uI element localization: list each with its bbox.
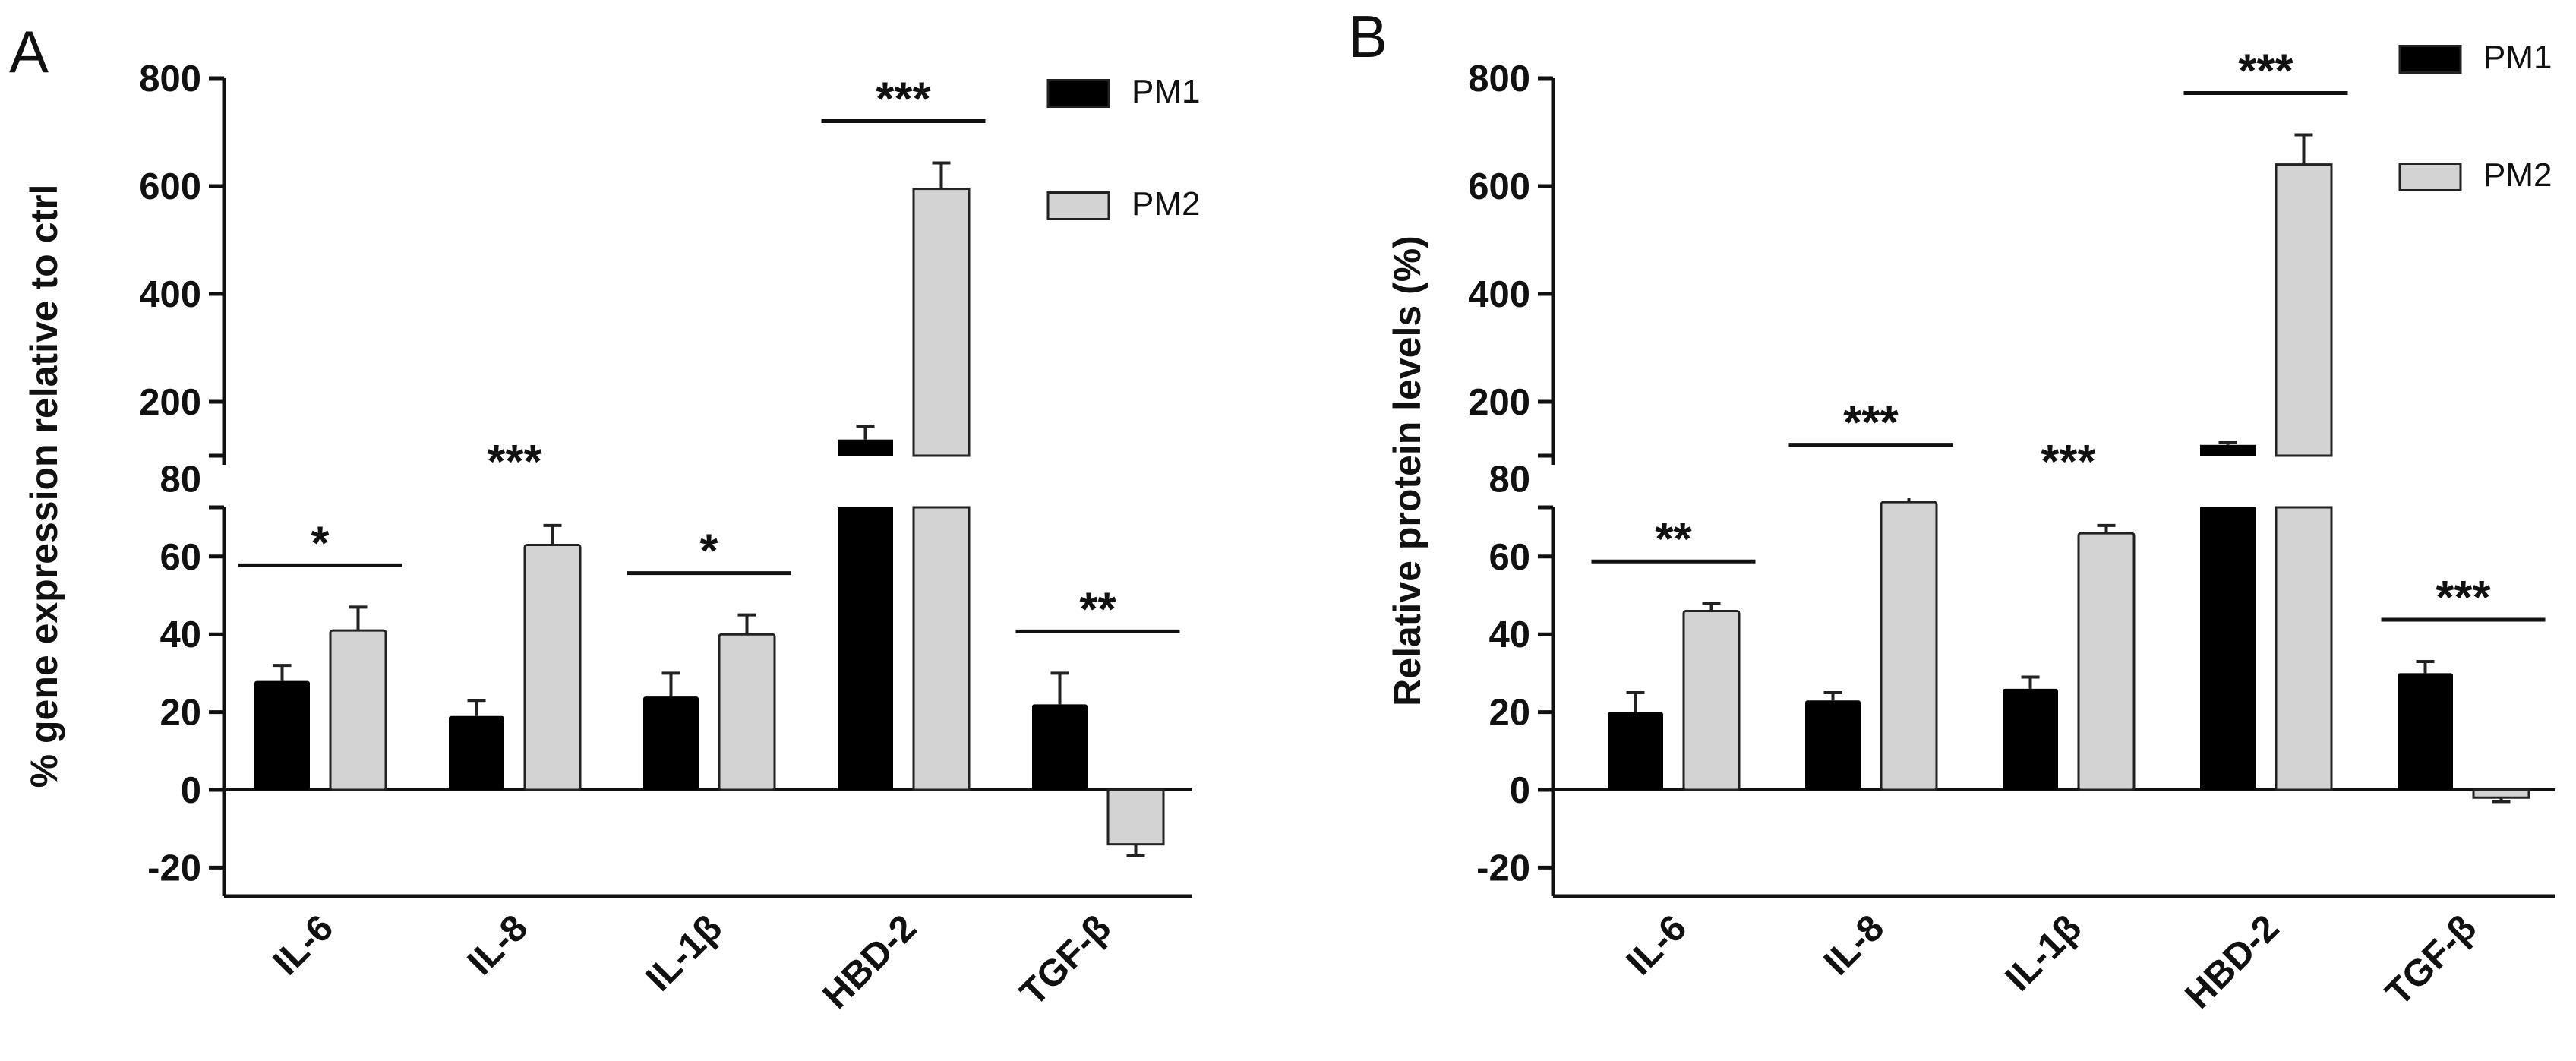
x-tick-label: TGF-β bbox=[2378, 908, 2484, 1014]
significance-label: *** bbox=[1843, 397, 1899, 450]
axis-break-gap bbox=[1530, 465, 2563, 498]
bar-pm1 bbox=[254, 680, 310, 790]
x-tick-label: IL-8 bbox=[1816, 908, 1892, 984]
chart-panel-b: B Relative protein levels (%) -20 0 20 40 60 80… bbox=[1348, 3, 2563, 1017]
bar-pm1 bbox=[643, 696, 699, 790]
bar-pm2-lower bbox=[2275, 506, 2333, 791]
x-tick-label: IL-6 bbox=[1618, 908, 1694, 984]
bar-pm1 bbox=[2003, 688, 2058, 790]
legend-swatch-pm2 bbox=[1046, 191, 1110, 220]
y-tick-label: 200 bbox=[1468, 382, 1530, 423]
y-tick-label: 400 bbox=[1468, 274, 1530, 315]
y-tick-label: 60 bbox=[159, 537, 201, 578]
bar-pm2 bbox=[1106, 788, 1165, 846]
bar-pm1-lower bbox=[838, 507, 893, 790]
panel-letter: A bbox=[9, 18, 49, 85]
legend-label-pm2: PM2 bbox=[2483, 156, 2552, 194]
bar-pm2 bbox=[329, 629, 387, 791]
x-tick-label: HBD-2 bbox=[815, 908, 924, 1017]
axis-break-gap bbox=[201, 465, 1200, 498]
bar-pm1-lower bbox=[2200, 507, 2256, 790]
significance-label: *** bbox=[876, 73, 931, 125]
y-axis-label: % gene expression relative to ctrl bbox=[23, 185, 65, 788]
significance-label: ** bbox=[1079, 583, 1116, 636]
significance-label: ** bbox=[1655, 513, 1692, 566]
bar-pm1 bbox=[1032, 704, 1088, 790]
x-tick-label: TGF-β bbox=[1012, 908, 1119, 1014]
bar-pm2 bbox=[1880, 501, 1938, 791]
y-tick-label: 20 bbox=[1488, 693, 1530, 734]
bar-pm1-upper bbox=[838, 439, 893, 456]
x-tick-label: IL-6 bbox=[265, 908, 341, 984]
y-tick-label: 200 bbox=[139, 382, 201, 423]
bar-pm1 bbox=[2398, 673, 2453, 790]
bar-pm2-lower bbox=[912, 506, 971, 791]
y-tick-label: 60 bbox=[1488, 537, 1530, 578]
y-tick-label: 0 bbox=[1510, 770, 1530, 811]
y-tick-label: 80 bbox=[159, 459, 201, 500]
bar-pm2-upper bbox=[912, 188, 971, 457]
x-tick-label: IL-8 bbox=[459, 908, 535, 984]
y-tick-label: -20 bbox=[147, 848, 201, 889]
bar-pm1-upper bbox=[2200, 444, 2256, 456]
y-tick-label: 20 bbox=[159, 693, 201, 734]
bar-pm2 bbox=[523, 543, 582, 791]
bar-pm2 bbox=[718, 633, 776, 791]
y-tick-label: 600 bbox=[139, 166, 201, 207]
legend-label-pm2: PM2 bbox=[1132, 185, 1200, 223]
significance-label: *** bbox=[2238, 46, 2293, 98]
legend-swatch-pm1 bbox=[1046, 79, 1110, 108]
x-tick-label: IL-1β bbox=[1997, 908, 2089, 999]
legend-label-pm1: PM1 bbox=[1132, 73, 1200, 110]
significance-label: *** bbox=[2436, 572, 2491, 624]
x-tick-label: IL-1β bbox=[638, 908, 730, 999]
legend-swatch-pm1 bbox=[2398, 45, 2462, 74]
y-tick-label: 40 bbox=[159, 614, 201, 655]
bar-pm1 bbox=[449, 715, 504, 790]
y-tick-label: 40 bbox=[1488, 614, 1530, 655]
y-tick-label: 400 bbox=[139, 274, 201, 315]
bar-pm2 bbox=[2472, 788, 2530, 799]
bar-pm2 bbox=[1682, 609, 1741, 791]
y-tick-label: -20 bbox=[1476, 848, 1530, 889]
y-tick-label: 800 bbox=[139, 58, 201, 99]
bar-pm2-upper bbox=[2275, 163, 2333, 457]
x-tick-label: HBD-2 bbox=[2177, 908, 2287, 1017]
significance-label: * bbox=[311, 517, 330, 570]
legend-swatch-pm2 bbox=[2398, 163, 2462, 191]
significance-label: * bbox=[699, 526, 718, 578]
y-tick-label: 80 bbox=[1488, 459, 1530, 500]
y-tick-label: 600 bbox=[1468, 166, 1530, 207]
chart-panel-a: A % gene expression relative to ctrl -20 0 2… bbox=[9, 18, 1200, 1017]
bar-pm1 bbox=[1608, 712, 1663, 790]
bar-pm2 bbox=[2077, 532, 2136, 791]
panel-letter: B bbox=[1348, 3, 1387, 70]
bar-pm1 bbox=[1805, 700, 1861, 790]
y-tick-label: 0 bbox=[181, 770, 201, 811]
legend-label-pm1: PM1 bbox=[2483, 39, 2552, 76]
y-axis-label: Relative protein levels (%) bbox=[1386, 235, 1428, 706]
y-tick-label: 800 bbox=[1468, 58, 1530, 99]
